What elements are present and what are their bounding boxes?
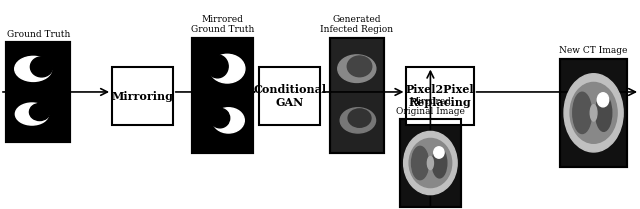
Ellipse shape <box>428 156 433 170</box>
Bar <box>259 67 320 125</box>
Ellipse shape <box>412 146 429 180</box>
Bar <box>192 38 253 153</box>
Ellipse shape <box>15 103 49 125</box>
Bar <box>406 67 474 125</box>
Text: New CT Image: New CT Image <box>559 46 628 55</box>
Bar <box>400 119 461 207</box>
Ellipse shape <box>15 56 52 82</box>
Ellipse shape <box>31 57 52 77</box>
Text: Generated
Infected Region: Generated Infected Region <box>320 15 394 34</box>
Ellipse shape <box>573 92 591 134</box>
Ellipse shape <box>432 148 447 178</box>
Text: Ground Truth: Ground Truth <box>6 30 70 39</box>
Text: Mirrored
Ground Truth: Mirrored Ground Truth <box>191 15 254 34</box>
Bar <box>6 42 70 142</box>
Ellipse shape <box>338 55 376 82</box>
Text: Pixel2Pixel
Replacing: Pixel2Pixel Replacing <box>406 84 474 108</box>
Bar <box>330 38 384 153</box>
Bar <box>330 38 384 153</box>
Ellipse shape <box>340 108 376 133</box>
Ellipse shape <box>409 138 452 188</box>
Ellipse shape <box>434 147 444 158</box>
Bar <box>192 38 253 153</box>
Bar <box>560 59 627 167</box>
Ellipse shape <box>596 94 612 131</box>
Ellipse shape <box>564 74 623 152</box>
Text: Conditional
GAN: Conditional GAN <box>253 84 326 108</box>
Ellipse shape <box>207 55 228 78</box>
Bar <box>560 59 627 167</box>
Ellipse shape <box>210 54 245 83</box>
Ellipse shape <box>210 108 230 128</box>
Ellipse shape <box>348 109 371 127</box>
Text: Mirrored
Original Image: Mirrored Original Image <box>396 97 465 116</box>
Ellipse shape <box>212 108 244 133</box>
Ellipse shape <box>404 131 457 195</box>
Bar <box>400 119 461 207</box>
Ellipse shape <box>570 82 617 143</box>
Bar <box>112 67 173 125</box>
Ellipse shape <box>348 56 372 77</box>
Ellipse shape <box>597 93 609 107</box>
Ellipse shape <box>29 103 50 121</box>
Bar <box>6 42 70 142</box>
Ellipse shape <box>590 105 597 121</box>
Text: Mirroring: Mirroring <box>111 91 173 102</box>
